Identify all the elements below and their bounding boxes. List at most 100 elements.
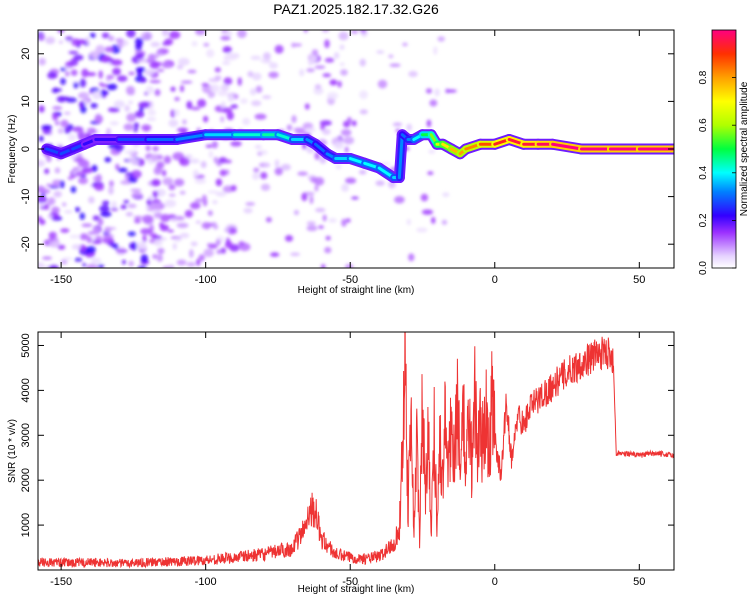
- spectrogram-noise-blob: [59, 96, 71, 100]
- spectrogram-noise-blob: [339, 62, 345, 66]
- spectrogram-noise-blob: [291, 115, 297, 124]
- spectrogram-noise-blob: [156, 254, 163, 262]
- spectrogram-noise-blob: [42, 256, 53, 260]
- spectrogram-noise-blob: [254, 113, 267, 120]
- spectrogram-noise-blob: [95, 44, 106, 54]
- spectrogram-noise-blob: [242, 117, 251, 126]
- spectrogram-noise-blob: [237, 77, 242, 86]
- spectrogram-noise-blob: [222, 46, 232, 54]
- spectrogram-noise-blob: [313, 87, 324, 95]
- spectrogram-noise-blob: [137, 265, 147, 268]
- spectrogram-noise-blob: [161, 62, 172, 69]
- spectrogram-noise-blob: [194, 198, 205, 203]
- spectrogram-noise-blob: [38, 262, 45, 268]
- spectrogram-noise-blob: [301, 192, 308, 202]
- spectrogram-noise-blob: [307, 59, 314, 66]
- spectrogram-noise-blob: [54, 120, 60, 126]
- spectrogram-noise-blob: [186, 262, 196, 267]
- spectrogram-noise-blob: [254, 145, 262, 149]
- spectrogram-noise-blob: [187, 69, 197, 74]
- spectrogram-noise-blob: [324, 39, 330, 49]
- spectrogram-noise-blob: [429, 99, 438, 107]
- spectrogram-noise-blob: [86, 236, 92, 244]
- spectrogram-noise-blob: [214, 67, 221, 73]
- spectrogram-noise-blob: [136, 68, 143, 77]
- spectrogram-noise-blob: [98, 70, 103, 79]
- snr-x-tick-label: -150: [50, 576, 72, 588]
- spectrogram-noise-blob: [140, 254, 149, 263]
- spectrogram-noise-blob: [215, 191, 227, 197]
- spectrogram-noise-blob: [268, 71, 279, 79]
- spectrogram-noise-blob: [38, 105, 45, 113]
- spectrogram-y-axis-label: Frequency (Hz): [7, 115, 18, 184]
- spectrogram-x-tick-label: 0: [492, 274, 498, 286]
- spectrogram-noise-blob: [206, 49, 215, 58]
- spectrogram-noise-blob: [133, 128, 138, 133]
- spectrogram-noise-blob: [174, 109, 180, 117]
- spectrogram-noise-blob: [243, 207, 253, 214]
- spectrogram-noise-blob: [306, 68, 315, 73]
- spectrogram-noise-blob: [117, 167, 128, 173]
- spectrogram-noise-blob: [149, 61, 160, 69]
- spectrogram-noise-blob: [190, 241, 198, 247]
- spectrogram-x-axis-label: Height of straight line (km): [298, 285, 415, 296]
- spectrogram-noise-blob: [225, 31, 233, 36]
- spectrogram-noise-blob: [49, 232, 55, 242]
- spectrogram-noise-blob: [169, 264, 175, 268]
- spectrogram-noise-blob: [426, 119, 432, 128]
- spectrogram-noise-blob: [127, 203, 137, 209]
- spectrogram-noise-blob: [377, 79, 388, 89]
- spectrogram-noise-blob: [97, 217, 104, 226]
- spectrogram-noise-blob: [104, 226, 112, 234]
- spectrogram-noise-blob: [375, 180, 385, 186]
- spectrogram-noise-blob: [260, 59, 268, 63]
- spectrogram-noise-blob: [293, 43, 302, 47]
- spectrogram-noise-blob: [76, 153, 83, 158]
- snr-y-tick-label: 5000: [20, 333, 32, 357]
- spectrogram-noise-blob: [322, 214, 327, 222]
- spectrogram-noise-blob: [200, 160, 207, 169]
- spectrogram-noise-blob: [286, 124, 293, 131]
- spectrogram-noise-blob: [416, 227, 428, 233]
- spectrogram-noise-blob: [186, 100, 193, 110]
- spectrogram-noise-blob: [72, 127, 84, 133]
- spectrogram-noise-blob: [79, 100, 85, 109]
- spectrogram-noise-blob: [100, 91, 110, 95]
- spectrogram-noise-blob: [441, 219, 448, 225]
- spectrogram-noise-blob: [157, 247, 165, 255]
- snr-y-tick-label: 4000: [20, 378, 32, 402]
- spectrogram-noise-blob: [344, 146, 349, 153]
- spectrogram-x-tick-label: 50: [633, 274, 645, 286]
- spectrogram-noise-blob: [338, 31, 349, 41]
- spectrogram-noise-blob: [194, 178, 207, 184]
- spectrogram-noise-blob: [82, 94, 90, 98]
- spectrogram-noise-blob: [258, 162, 271, 168]
- spectrogram-x-ticks: -150 -100 -50 0 50: [50, 30, 645, 286]
- spectrogram-noise-blob: [207, 243, 212, 247]
- spectrogram-noise-blob: [91, 90, 102, 100]
- spectrogram-noise-blob: [174, 96, 180, 102]
- spectrogram-noise-blob: [341, 183, 350, 192]
- spectrogram-y-tick-label: 0: [20, 146, 32, 152]
- spectrogram-noise-blob: [178, 57, 190, 66]
- spectrogram-noise-blob: [428, 149, 436, 154]
- snr-x-tick-label: 50: [633, 576, 645, 588]
- spectrogram-y-tick-label: 20: [20, 48, 32, 60]
- spectrogram-noise-blob: [191, 41, 198, 47]
- spectrogram-noise-blob: [72, 167, 81, 171]
- spectrogram-noise-blob: [152, 254, 158, 259]
- spectrogram-noise-blob: [52, 106, 63, 111]
- snr-y-axis-label: SNR (10 * v/v): [7, 419, 18, 483]
- spectrogram-noise-blob: [164, 38, 174, 46]
- spectrogram-x-tick-label: -50: [342, 274, 358, 286]
- spectrogram-noise-blob: [145, 145, 151, 152]
- spectrogram-noise-blob: [251, 100, 262, 107]
- spectrogram-noise-blob: [120, 204, 127, 210]
- spectrogram-noise-blob: [359, 90, 368, 100]
- spectrogram-noise-blob: [63, 111, 71, 115]
- spectrogram-noise-blob: [433, 46, 438, 55]
- spectrogram-noise-blob: [170, 109, 176, 118]
- colorbar-tick-label: 0.2: [698, 213, 709, 227]
- spectrogram-noise-blob: [108, 180, 114, 187]
- spectrogram-noise-blob: [116, 249, 128, 253]
